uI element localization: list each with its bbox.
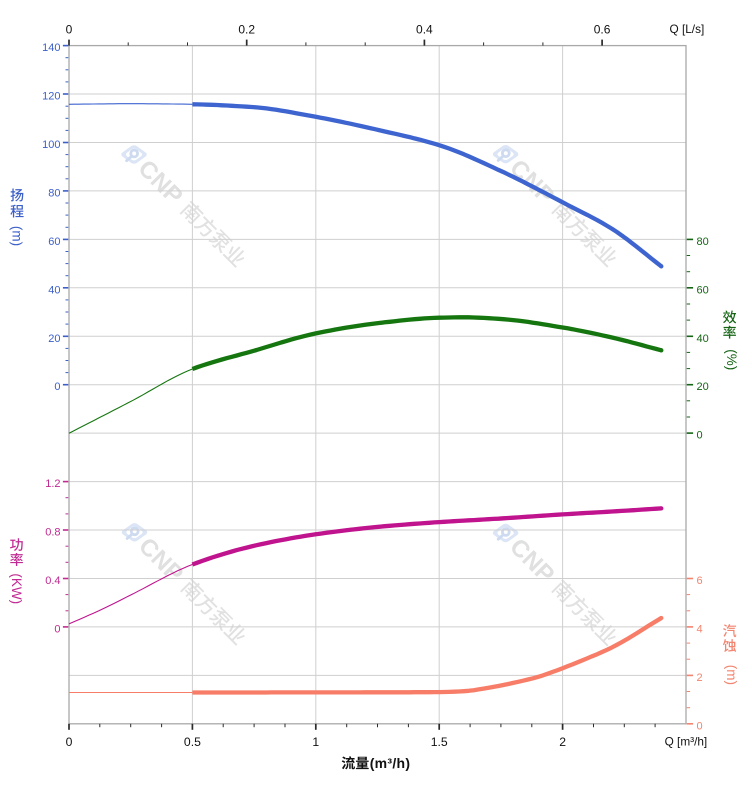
svg-text:Q [m³/h]: Q [m³/h] [665, 734, 708, 748]
svg-text:0: 0 [54, 623, 60, 635]
svg-text:0: 0 [697, 430, 703, 442]
svg-text:6: 6 [697, 575, 703, 587]
svg-text:0.4: 0.4 [416, 22, 433, 36]
svg-text:60: 60 [48, 236, 60, 248]
svg-text:(%): (%) [724, 349, 739, 370]
svg-text:1.2: 1.2 [45, 478, 60, 490]
svg-text:0.8: 0.8 [45, 527, 60, 539]
svg-text:0: 0 [54, 381, 60, 393]
svg-text:40: 40 [48, 284, 60, 296]
svg-text:0: 0 [66, 735, 73, 749]
svg-text:(m³/h): (m³/h) [370, 755, 411, 771]
svg-text:0.2: 0.2 [238, 22, 255, 36]
svg-text:60: 60 [697, 284, 709, 296]
svg-text:1.5: 1.5 [431, 735, 448, 749]
svg-text:20: 20 [48, 333, 60, 345]
svg-text:(m): (m) [9, 226, 24, 246]
svg-text:1: 1 [312, 735, 319, 749]
svg-text:(KW): (KW) [9, 573, 24, 604]
svg-text:0: 0 [697, 720, 703, 732]
svg-text:2: 2 [697, 672, 703, 684]
svg-text:20: 20 [697, 381, 709, 393]
svg-text:40: 40 [697, 333, 709, 345]
svg-text:0.6: 0.6 [594, 22, 611, 36]
svg-text:(m): (m) [724, 665, 739, 685]
svg-text:Q [L/s]: Q [L/s] [670, 22, 705, 36]
svg-text:140: 140 [42, 42, 60, 54]
svg-text:0.4: 0.4 [45, 575, 60, 587]
svg-text:0.5: 0.5 [184, 735, 201, 749]
svg-text:0: 0 [66, 22, 73, 36]
svg-text:80: 80 [697, 236, 709, 248]
svg-text:80: 80 [48, 187, 60, 199]
svg-text:120: 120 [42, 91, 60, 103]
svg-text:4: 4 [697, 623, 703, 635]
svg-text:100: 100 [42, 139, 60, 151]
svg-text:2: 2 [559, 735, 566, 749]
